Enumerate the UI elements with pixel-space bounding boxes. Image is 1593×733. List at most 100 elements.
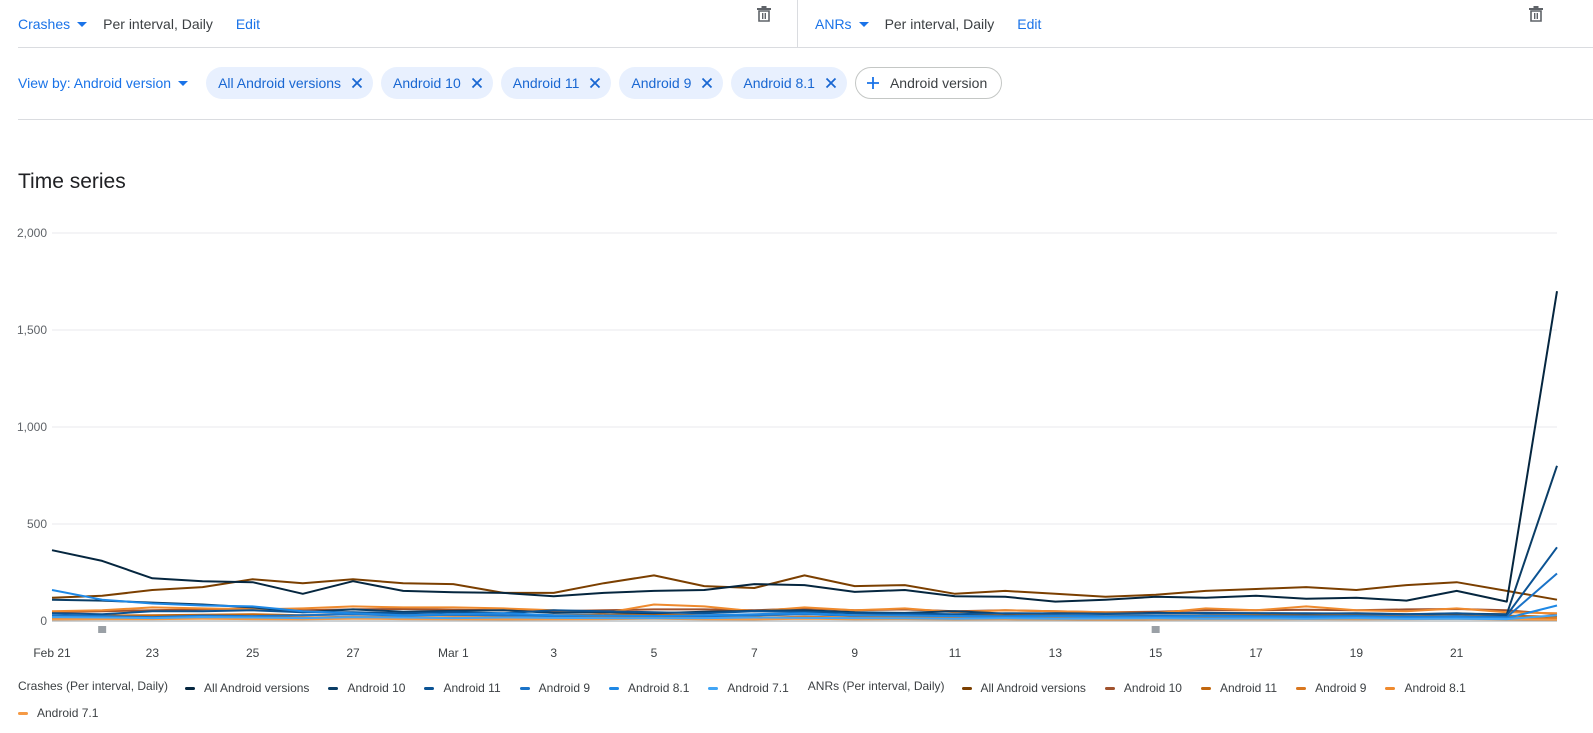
y-tick-label: 1,000 [17, 420, 47, 434]
trash-icon[interactable] [1529, 6, 1543, 22]
add-android-version-button[interactable]: Android version [854, 67, 1003, 99]
chip-label: Android 8.1 [743, 75, 815, 91]
metric-bar: Crashes Per interval, Daily Edit ANRs Pe… [0, 0, 1593, 48]
y-tick-label: 0 [40, 614, 47, 628]
legend-label: Android 11 [1219, 681, 1278, 695]
view-by-label: View by: Android version [18, 75, 172, 91]
legend-label: Android 7.1 [727, 681, 789, 695]
filter-chip[interactable]: Android 8.1 [731, 67, 847, 99]
x-tick-label: 11 [949, 646, 962, 660]
legend-label: Android 9 [1315, 681, 1367, 695]
divider [18, 119, 1593, 120]
series-line-anrs[interactable] [51, 603, 1558, 615]
anrs-metric-dropdown[interactable]: ANRs [815, 16, 869, 32]
filter-chip[interactable]: Android 9 [619, 67, 724, 99]
legend-item[interactable]: Android 11 [424, 677, 501, 700]
series-line-crashes[interactable] [51, 589, 1558, 620]
x-tick-label: 23 [146, 646, 160, 660]
close-icon[interactable] [351, 77, 363, 89]
legend-swatch [961, 687, 972, 690]
y-tick-label: 1,500 [17, 323, 47, 337]
series-line-crashes[interactable] [51, 465, 1558, 616]
time-series-chart: 2,000 1,500 1,000 500 0 Feb 21 23 25 27 Mar 1 3 5 7 9… [17, 226, 1558, 660]
legend-swatch [424, 687, 435, 690]
x-tick-label: 15 [1149, 646, 1163, 660]
x-tick-label: Mar 1 [438, 646, 469, 660]
legend-label: Android 8.1 [1404, 681, 1466, 695]
x-tick-label: 17 [1249, 646, 1263, 660]
legend-item[interactable]: Android 9 [519, 677, 591, 700]
x-tick-label: 27 [346, 646, 360, 660]
annotation-marker[interactable] [98, 626, 107, 633]
x-tick-label: 3 [550, 646, 557, 660]
legend-swatch [1296, 687, 1307, 690]
legend-item[interactable]: Android 9 [1296, 677, 1366, 700]
x-tick-label: 7 [751, 646, 758, 660]
x-tick-label: 19 [1350, 646, 1364, 660]
legend-item[interactable]: Android 10 [1104, 677, 1182, 700]
chip-label: Android 9 [631, 75, 692, 91]
x-tick-label: Feb 21 [33, 646, 71, 660]
legend-swatch [185, 687, 196, 690]
x-tick-label: 5 [651, 646, 658, 660]
legend-item[interactable]: Android 11 [1200, 677, 1278, 700]
annotation-marker[interactable] [1151, 626, 1160, 633]
legend-item[interactable]: Android 10 [328, 677, 405, 700]
legend-group-title: Crashes (Per interval, Daily) [18, 679, 169, 693]
legend-item[interactable]: Android 7.1 [18, 702, 98, 725]
chart-legend: Crashes (Per interval, Daily) All Android… [18, 675, 1578, 725]
x-tick-label: 21 [1450, 646, 1464, 660]
vertical-divider [797, 0, 798, 47]
legend-item[interactable]: All Android versions [961, 677, 1086, 700]
legend-label: Android 7.1 [37, 706, 99, 720]
x-tick-label: 9 [851, 646, 858, 660]
anrs-edit-link[interactable]: Edit [1017, 15, 1042, 32]
anrs-interval-text: Per interval, Daily [884, 15, 995, 32]
legend-item[interactable]: Android 7.1 [708, 677, 789, 700]
legend-label: All Android versions [204, 681, 310, 695]
crashes-metric-dropdown[interactable]: Crashes [18, 15, 88, 32]
legend-swatch [1385, 687, 1396, 690]
legend-label: Android 9 [538, 681, 591, 695]
crashes-metric-selector: Crashes Per interval, Daily Edit [18, 0, 798, 47]
legend-swatch [609, 687, 620, 690]
x-tick-label: 13 [1049, 646, 1063, 660]
legend-label: Android 10 [347, 681, 406, 695]
chip-label: Android 11 [512, 75, 580, 91]
crashes-edit-link[interactable]: Edit [235, 15, 260, 32]
series-line-anrs[interactable] [51, 574, 1558, 601]
close-icon[interactable] [471, 77, 483, 89]
legend-item[interactable]: Android 8.1 [1385, 677, 1466, 700]
plus-icon [866, 77, 879, 89]
add-chip-label: Android version [889, 75, 988, 91]
caret-down-icon [858, 21, 869, 27]
legend-swatch [1104, 687, 1115, 690]
legend-swatch [519, 687, 530, 690]
legend-swatch [18, 712, 28, 715]
filter-chip[interactable]: Android 10 [381, 67, 493, 99]
section-title: Time series [18, 170, 126, 193]
chip-label: All Android versions [218, 75, 342, 91]
filter-chip[interactable]: Android 11 [500, 67, 612, 99]
divider [18, 47, 1593, 48]
chip-label: Android 10 [393, 75, 461, 91]
close-icon[interactable] [825, 77, 837, 89]
legend-item[interactable]: All Android versions [185, 677, 309, 700]
y-tick-label: 2,000 [17, 226, 47, 240]
caret-down-icon [178, 81, 189, 86]
view-by-dropdown[interactable]: View by: Android version [18, 75, 189, 91]
series-line-crashes[interactable] [51, 614, 1558, 621]
filter-chip[interactable]: All Android versions [206, 67, 374, 99]
series-line-crashes[interactable] [51, 291, 1558, 603]
trash-icon[interactable] [757, 6, 771, 22]
caret-down-icon [77, 21, 88, 27]
close-icon[interactable] [701, 77, 713, 89]
legend-item[interactable]: Android 8.1 [609, 677, 689, 700]
legend-swatch [1200, 687, 1211, 690]
close-icon[interactable] [589, 77, 601, 89]
legend-group-title: ANRs (Per interval, Daily) [807, 679, 945, 693]
x-tick-label: 25 [246, 646, 260, 660]
legend-swatch [708, 687, 719, 690]
crashes-metric-label: Crashes [18, 15, 71, 32]
crashes-interval-text: Per interval, Daily [103, 15, 213, 32]
